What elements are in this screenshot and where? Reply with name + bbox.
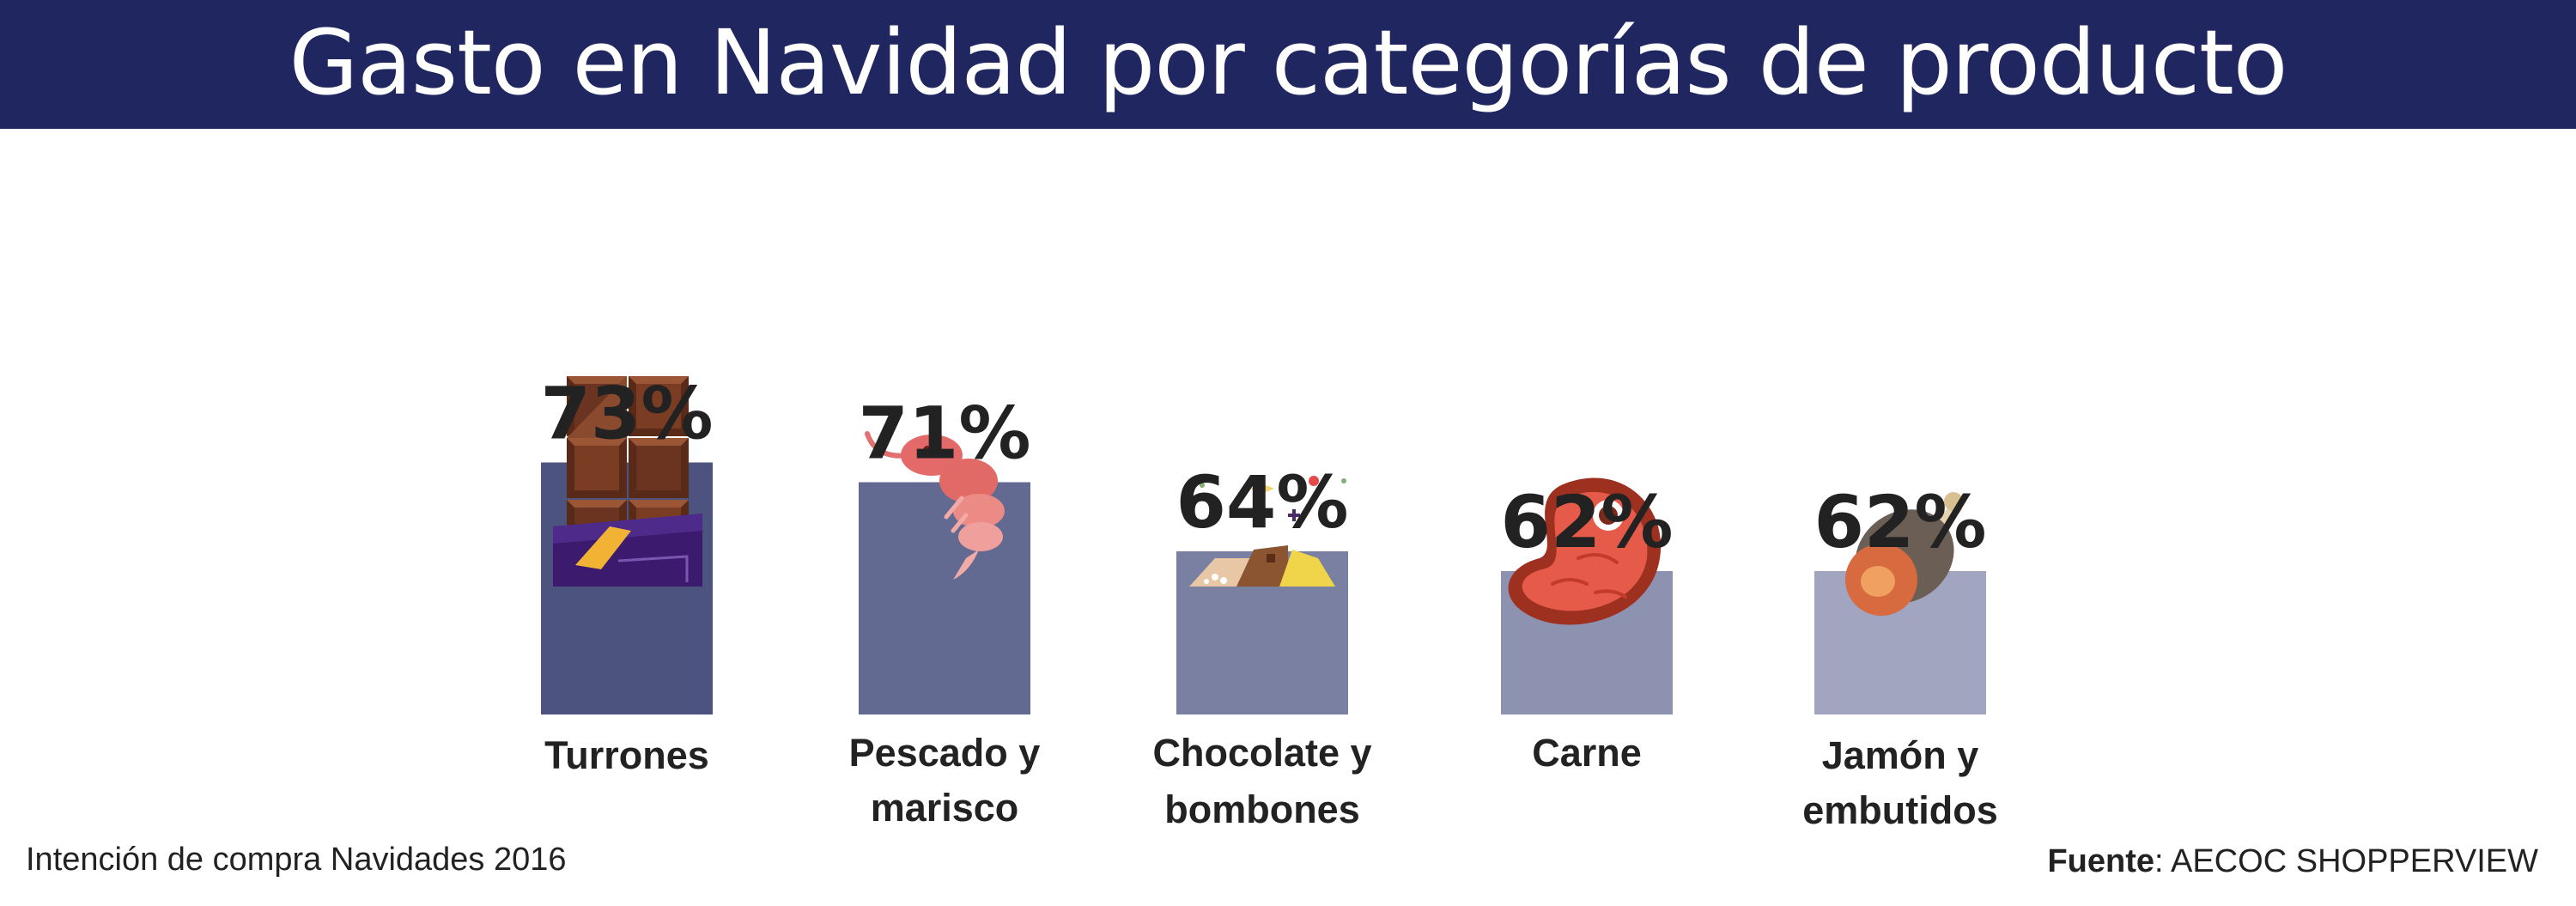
steak-icon (1508, 477, 1662, 625)
category-label: Jamón y (1822, 733, 1979, 777)
chart-title: Gasto en Navidad por categorías de produ… (289, 10, 2288, 115)
value-label: 62% (1814, 480, 1986, 564)
value-label: 62% (1500, 480, 1673, 564)
source-note: Fuente: AECOC SHOPPERVIEW (2047, 843, 2538, 880)
value-label: 71% (858, 392, 1030, 476)
bar (859, 482, 1030, 714)
category-label: Carne (1532, 731, 1642, 775)
chocolate-bar-icon (553, 376, 702, 587)
category-label: Turrones (544, 733, 709, 777)
category-label: Chocolate y (1152, 731, 1371, 775)
source-label: Fuente (2047, 843, 2155, 879)
category-label: Pescado y (849, 731, 1041, 775)
bonbons-icon (1189, 476, 1346, 587)
shrimp-icon (865, 431, 1005, 580)
category-label: marisco (871, 786, 1019, 830)
title-band (0, 0, 2576, 129)
category-label: embutidos (1802, 788, 1998, 832)
source-text: : AECOC SHOPPERVIEW (2154, 843, 2538, 879)
footnote: Intención de compra Navidades 2016 (26, 842, 567, 878)
value-label: 64% (1176, 460, 1348, 544)
value-label: 73% (540, 372, 713, 456)
category-label: bombones (1164, 787, 1360, 831)
ham-leg-icon (1845, 492, 1963, 616)
